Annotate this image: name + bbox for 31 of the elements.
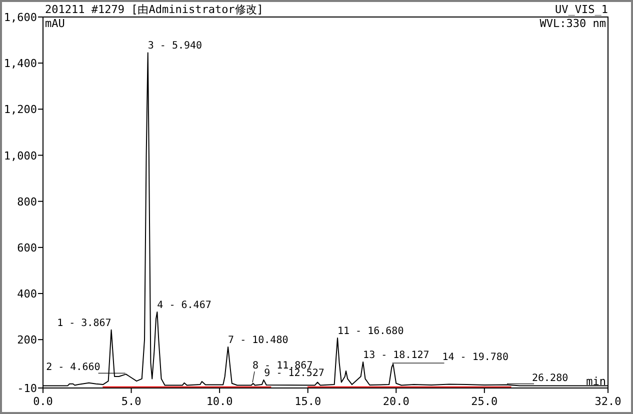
y-tick-label: 600	[17, 241, 37, 254]
x-tick-label: 15.0	[294, 395, 322, 408]
y-tick-label: -10	[17, 382, 37, 395]
y-tick-label: 1,000	[4, 149, 37, 162]
annotation: 13 - 18.127	[363, 350, 430, 361]
annotation: 14 - 19.780	[442, 352, 508, 364]
annotation: 4 - 6.467	[157, 300, 212, 311]
y-tick-label: 200	[17, 334, 37, 347]
annotation: 2 - 4.660	[46, 362, 100, 374]
x-tick-label: 5.0	[121, 395, 142, 408]
annotation: 7 - 10.480	[228, 334, 288, 346]
y-tick-label: 800	[17, 195, 37, 208]
y-tick-label: 1,400	[4, 57, 37, 70]
chart-subtitle: UV_VIS_1	[555, 3, 608, 16]
annotation: 11 - 16.680	[338, 326, 404, 337]
annotation: 3 - 5.940	[148, 40, 202, 52]
x-tick-label: 0.0	[33, 395, 53, 408]
annotation: 1 - 3.867	[57, 318, 112, 329]
y-axis-title: mAU	[45, 17, 65, 30]
x-tick-label: 25.0	[471, 395, 498, 408]
annotation: 9 - 12.527	[264, 368, 324, 379]
y-tick-label: 1,200	[4, 103, 37, 116]
annotation: 26.280	[532, 372, 568, 384]
x-tick-label: 20.0	[382, 395, 410, 408]
y-tick-label: 1,600	[4, 11, 37, 24]
x-tick-label: 10.0	[206, 395, 233, 408]
x-tick-label: 32.0	[594, 395, 622, 408]
x-axis-title: min	[586, 375, 606, 388]
annotation: WVL:330 nm	[540, 17, 606, 30]
chart-title: 201211 #1279 [由Administrator修改]	[45, 3, 264, 16]
y-tick-label: 400	[17, 288, 37, 301]
